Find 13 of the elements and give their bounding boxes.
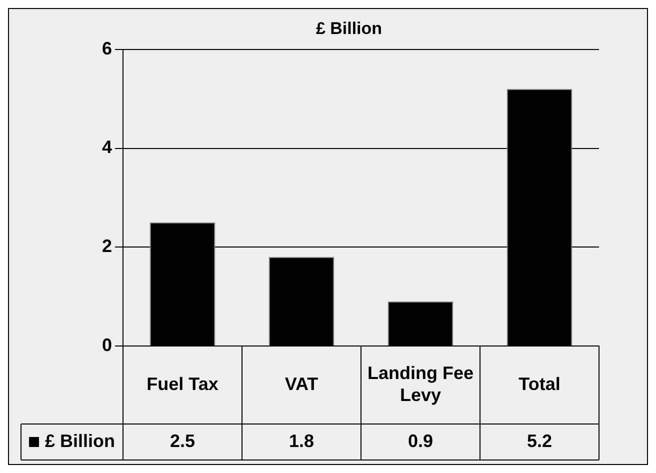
x-tick-label: VAT	[284, 374, 318, 394]
data-label: 0.9	[408, 430, 434, 451]
chart-title: £ Billion	[316, 18, 382, 38]
x-tick-label: Total	[518, 374, 560, 394]
data-label: 5.2	[526, 430, 552, 451]
y-tick-label: 2	[102, 236, 112, 256]
y-tick-label: 0	[102, 334, 112, 355]
data-label: 1.8	[288, 430, 314, 451]
x-tick-label: Landing Fee Levy	[367, 362, 474, 405]
data-label: 2.5	[170, 430, 196, 451]
x-tick-label: Fuel Tax	[146, 374, 218, 394]
y-tick-label: 4	[102, 137, 112, 158]
y-tick-label: 6	[102, 38, 112, 58]
